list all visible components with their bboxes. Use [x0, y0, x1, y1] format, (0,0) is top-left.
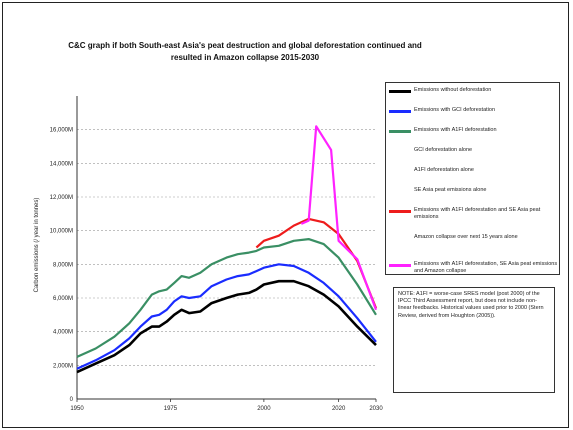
legend-swatch	[389, 264, 411, 267]
legend-label: A1FI deforestation alone	[414, 167, 558, 174]
x-tick-label: 1950	[70, 406, 84, 412]
legend-label: Emissions with A1FI deforestation	[414, 127, 558, 134]
x-tick-label: 2000	[257, 406, 271, 412]
y-tick-label: 14,000M	[50, 161, 73, 167]
y-tick-label: 4,000M	[53, 330, 73, 336]
legend-swatch	[389, 210, 411, 213]
legend-swatch	[389, 130, 411, 133]
legend-label: Amazon collapse over next 15 years alone	[414, 234, 558, 241]
y-tick-label: 6,000M	[53, 296, 73, 302]
y-tick-label: 10,000M	[50, 229, 73, 235]
chart-note: NOTE: A1FI = worse-case SRES model (post…	[393, 287, 555, 393]
legend-label: GCI deforestation alone	[414, 147, 558, 154]
legend-label: Emissions with A1FI deforestation, SE As…	[414, 261, 558, 275]
x-tick-label: 2030	[369, 406, 383, 412]
y-axis-label: Carbon emissions (/ year in tonnes)	[34, 198, 40, 293]
legend-swatch	[389, 110, 411, 113]
legend-label: Emissions without deforestation	[414, 87, 558, 94]
series-line-2	[77, 264, 376, 368]
legend-label: Emissions with GCI deforestation	[414, 107, 558, 114]
y-tick-label: 2,000M	[53, 363, 73, 369]
x-tick-label: 2020	[332, 406, 346, 412]
series-line-5	[301, 126, 376, 309]
legend-swatch	[389, 90, 411, 93]
x-tick-label: 1975	[164, 406, 178, 412]
y-tick-label: 0	[70, 397, 74, 403]
legend: Emissions without deforestation Emissions…	[385, 82, 560, 275]
series-line-1	[77, 281, 376, 372]
y-tick-label: 16,000M	[50, 128, 73, 134]
legend-label: SE Asia peat emissions alone	[414, 187, 558, 194]
legend-label: Emissions with A1FI deforestation and SE…	[414, 207, 558, 221]
y-tick-label: 12,000M	[50, 195, 73, 201]
y-tick-label: 8,000M	[53, 262, 73, 268]
